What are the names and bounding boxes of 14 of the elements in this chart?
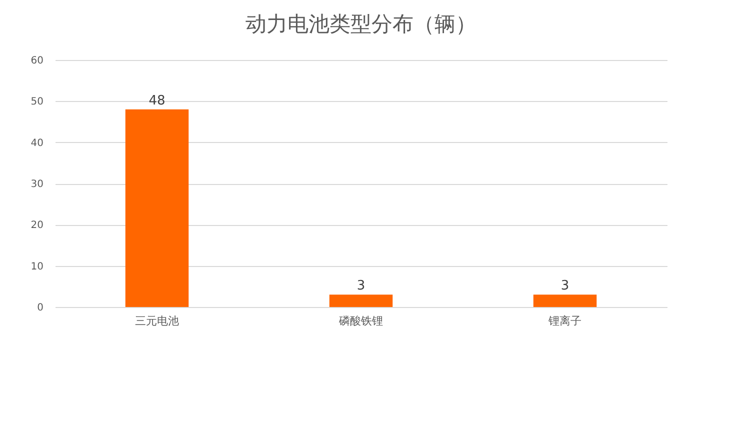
y-tick-label: 60 [30,56,44,66]
data-label: 3 [356,278,366,294]
y-tick-label: 10 [30,261,44,272]
x-tick-label: 磷酸铁锂 [338,314,383,328]
data-label: 48 [148,93,166,108]
chart-title: 动力电池类型分布（辆） [246,12,476,36]
y-tick-label: 30 [30,179,44,190]
y-tick-label: 20 [30,220,44,232]
x-tick-label: 三元电池 [135,314,179,328]
data-label: 3 [560,278,570,294]
y-tick-label: 40 [30,138,44,149]
y-tick-label: 0 [37,302,44,314]
x-tick-label: 锂离子 [548,314,582,328]
y-tick-label: 50 [30,96,44,108]
